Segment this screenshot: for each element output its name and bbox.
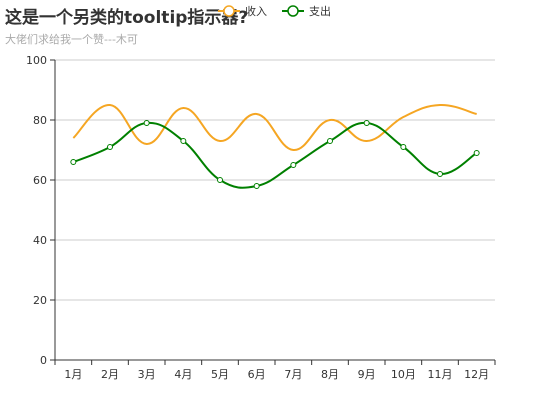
data-point[interactable] — [217, 177, 223, 183]
x-tick-label: 10月 — [391, 368, 416, 381]
legend-marker — [223, 5, 235, 17]
grid-lines — [55, 59, 495, 301]
y-tick-label: 80 — [33, 114, 47, 127]
y-tick-label: 60 — [33, 174, 47, 187]
y-tick-label: 20 — [33, 294, 47, 307]
legend-label: 支出 — [309, 4, 331, 18]
x-tick-label: 2月 — [101, 368, 119, 381]
x-tick-label: 6月 — [248, 368, 266, 381]
data-point[interactable] — [437, 171, 443, 177]
legend[interactable]: 收入 支出 — [218, 4, 331, 18]
data-point[interactable] — [473, 150, 480, 156]
x-tick-label: 11月 — [428, 368, 453, 381]
data-point[interactable] — [253, 183, 260, 189]
series-line-0 — [72, 103, 477, 152]
y-tick-label: 100 — [26, 54, 47, 67]
data-point[interactable] — [400, 144, 407, 150]
x-tick-label: 1月 — [64, 368, 82, 381]
data-point[interactable] — [363, 120, 370, 126]
data-point[interactable] — [290, 162, 297, 168]
chart-subtitle: 大佬们求给我一个赞---木可 — [5, 33, 138, 46]
chart-title: 这是一个另类的tooltip指示器? — [5, 8, 249, 28]
data-point[interactable] — [70, 159, 77, 165]
x-tick-label: 3月 — [138, 368, 156, 381]
x-tick-label: 12月 — [464, 368, 489, 381]
x-tick-label: 4月 — [174, 368, 192, 381]
y-tick-label: 40 — [33, 234, 47, 247]
axes: 0 20 40 60 80 100 1月 2月 3月 4月 5月 6月 7月 8月 9月 10月 11月 12月 — [26, 54, 496, 381]
data-point[interactable] — [327, 138, 333, 144]
x-tick-label: 8月 — [321, 368, 339, 381]
legend-item-0[interactable]: 收入 — [218, 4, 267, 18]
x-tick-label: 9月 — [358, 368, 376, 381]
data-point[interactable] — [107, 144, 113, 150]
legend-marker — [287, 5, 299, 17]
data-point[interactable] — [143, 120, 150, 126]
x-tick-label: 5月 — [211, 368, 229, 381]
series-lines — [70, 103, 480, 189]
y-tick-label: 0 — [40, 354, 47, 367]
x-tick-label: 7月 — [284, 368, 302, 381]
legend-label: 收入 — [245, 4, 267, 18]
data-point[interactable] — [180, 138, 187, 144]
legend-item-1[interactable]: 支出 — [282, 4, 331, 18]
series-line-1 — [72, 121, 478, 189]
